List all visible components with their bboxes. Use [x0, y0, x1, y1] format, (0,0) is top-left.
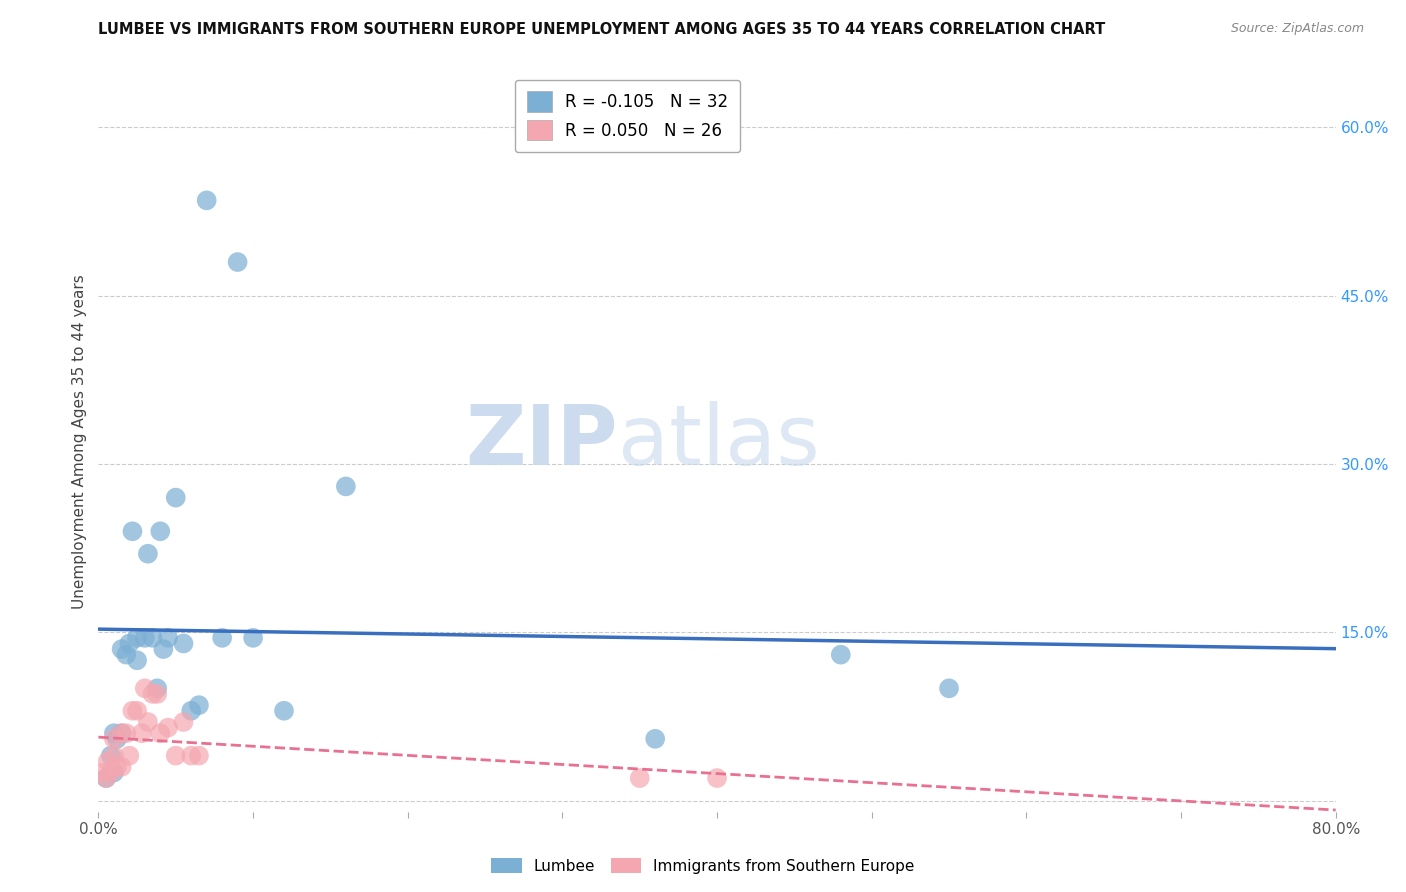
Point	[115, 726, 138, 740]
Point	[938, 681, 960, 696]
Point	[188, 748, 211, 763]
Text: ZIP: ZIP	[465, 401, 619, 482]
Point	[100, 765, 122, 780]
Point	[134, 681, 156, 696]
Point	[149, 524, 172, 539]
Y-axis label: Unemployment Among Ages 35 to 44 years: Unemployment Among Ages 35 to 44 years	[72, 274, 87, 609]
Text: LUMBEE VS IMMIGRANTS FROM SOUTHERN EUROPE UNEMPLOYMENT AMONG AGES 35 TO 44 YEARS: LUMBEE VS IMMIGRANTS FROM SOUTHERN EUROP…	[98, 22, 1105, 37]
Point	[157, 631, 180, 645]
Point	[134, 631, 156, 645]
Point	[149, 726, 172, 740]
Point	[96, 771, 118, 785]
Point	[165, 748, 187, 763]
Point	[273, 704, 295, 718]
Point	[127, 704, 149, 718]
Point	[111, 726, 134, 740]
Point	[152, 642, 174, 657]
Point	[103, 748, 125, 763]
Point	[91, 765, 114, 780]
Point	[628, 771, 651, 785]
Point	[97, 754, 120, 768]
Point	[180, 704, 202, 718]
Point	[111, 760, 134, 774]
Point	[830, 648, 852, 662]
Point	[173, 714, 195, 729]
Point	[100, 748, 122, 763]
Text: atlas: atlas	[619, 401, 820, 482]
Point	[103, 726, 125, 740]
Point	[157, 721, 180, 735]
Point	[111, 726, 134, 740]
Point	[105, 731, 128, 746]
Point	[115, 648, 138, 662]
Point	[136, 547, 159, 561]
Point	[335, 479, 357, 493]
Point	[96, 771, 118, 785]
Point	[131, 726, 153, 740]
Point	[142, 631, 165, 645]
Point	[118, 636, 141, 650]
Point	[195, 194, 218, 208]
Point	[188, 698, 211, 713]
Point	[136, 714, 159, 729]
Point	[180, 748, 202, 763]
Point	[146, 687, 169, 701]
Point	[121, 524, 143, 539]
Point	[103, 731, 125, 746]
Legend: Lumbee, Immigrants from Southern Europe: Lumbee, Immigrants from Southern Europe	[485, 852, 921, 880]
Point	[127, 631, 149, 645]
Point	[118, 748, 141, 763]
Point	[242, 631, 264, 645]
Text: Source: ZipAtlas.com: Source: ZipAtlas.com	[1230, 22, 1364, 36]
Point	[121, 704, 143, 718]
Point	[644, 731, 666, 746]
Point	[105, 760, 128, 774]
Point	[146, 681, 169, 696]
Point	[165, 491, 187, 505]
Point	[142, 687, 165, 701]
Point	[103, 765, 125, 780]
Point	[127, 653, 149, 667]
Point	[173, 636, 195, 650]
Legend: R = -0.105   N = 32, R = 0.050   N = 26: R = -0.105 N = 32, R = 0.050 N = 26	[515, 79, 740, 152]
Point	[706, 771, 728, 785]
Point	[111, 642, 134, 657]
Point	[226, 255, 249, 269]
Point	[211, 631, 233, 645]
